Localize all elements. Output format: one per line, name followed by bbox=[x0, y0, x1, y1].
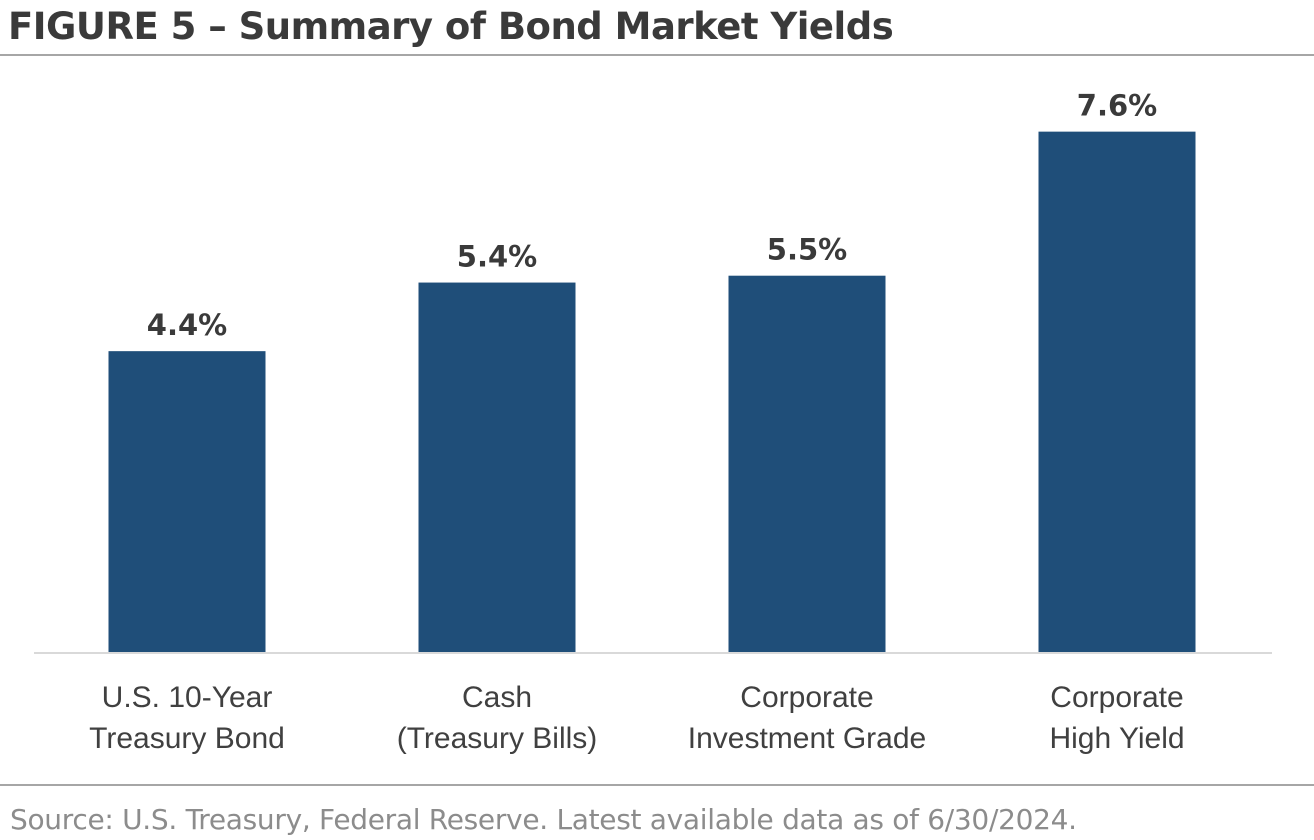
data-label-3: 5.5% bbox=[767, 233, 847, 267]
category-label-line: High Yield bbox=[1049, 722, 1184, 755]
data-label-2: 5.4% bbox=[457, 240, 537, 274]
source-note: Source: U.S. Treasury, Federal Reserve. … bbox=[10, 803, 1077, 836]
category-label-2: Cash (Treasury Bills) bbox=[397, 681, 598, 755]
category-label-3: Corporate Investment Grade bbox=[688, 681, 926, 755]
bar-chart: 4.4% 5.4% 5.5% 7.6% U.S. 10-Year Treasury Bo… bbox=[34, 89, 1272, 755]
top-divider bbox=[0, 54, 1314, 56]
category-label-4: Corporate High Yield bbox=[1049, 681, 1184, 755]
category-label-line: Corporate bbox=[1050, 681, 1183, 714]
category-label-line: (Treasury Bills) bbox=[397, 722, 598, 755]
category-label-1: U.S. 10-Year Treasury Bond bbox=[89, 681, 285, 755]
bar-4 bbox=[1038, 131, 1196, 653]
category-label-line: Cash bbox=[462, 681, 532, 714]
bar-2 bbox=[418, 282, 576, 653]
labels-layer: 4.4% 5.4% 5.5% 7.6% bbox=[147, 89, 1157, 343]
category-labels-layer: U.S. 10-Year Treasury Bond Cash (Treasury B… bbox=[89, 681, 1184, 755]
category-label-line: Treasury Bond bbox=[89, 722, 285, 755]
bars-layer bbox=[108, 131, 1196, 653]
data-label-4: 7.6% bbox=[1077, 89, 1157, 123]
category-label-line: Investment Grade bbox=[688, 722, 926, 755]
figure-title: FIGURE 5 – Summary of Bond Market Yields bbox=[8, 5, 894, 48]
bottom-divider bbox=[0, 784, 1314, 786]
bar-3 bbox=[728, 275, 886, 653]
data-label-1: 4.4% bbox=[147, 308, 227, 342]
category-label-line: Corporate bbox=[740, 681, 873, 714]
category-label-line: U.S. 10-Year bbox=[102, 681, 273, 714]
bar-1 bbox=[108, 351, 266, 653]
